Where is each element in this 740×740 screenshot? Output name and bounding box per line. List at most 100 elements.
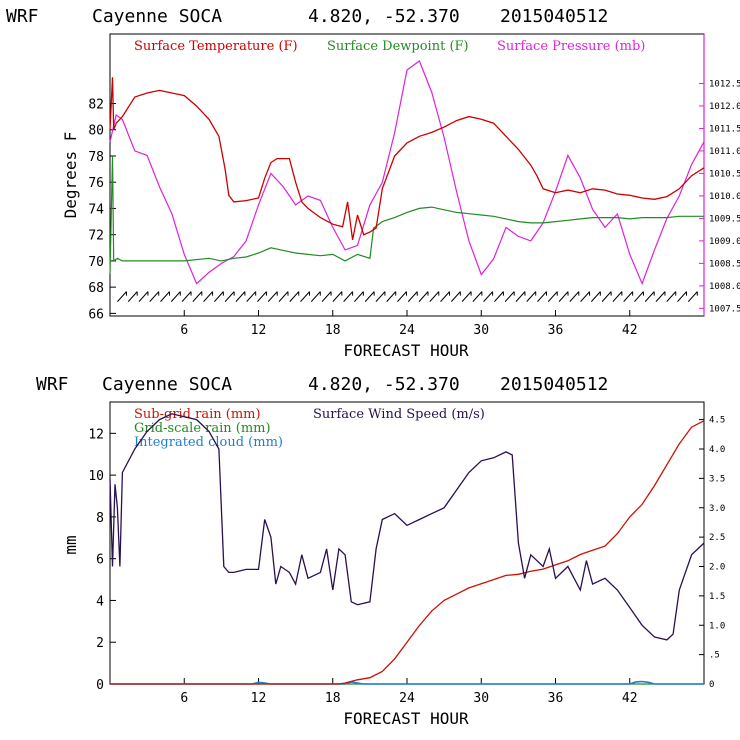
wind-barb xyxy=(160,291,170,302)
wind-barb xyxy=(321,291,332,302)
wind-barb xyxy=(644,291,655,302)
wind-barb xyxy=(192,291,203,302)
wind-barbs xyxy=(117,291,698,302)
y2-tick-label: 1008.5 xyxy=(709,259,740,269)
wind-barb xyxy=(526,291,537,302)
surface-temperature-line xyxy=(109,77,705,241)
x-tick-label: 24 xyxy=(399,691,415,706)
y2-tick-label: 4.5 xyxy=(709,416,725,426)
y-tick-label: 8 xyxy=(96,511,104,526)
panel1-coords: 4.820, -52.370 xyxy=(308,6,460,27)
y2-tick-label: 1012.0 xyxy=(709,102,740,112)
y2-tick-label: 1.5 xyxy=(709,592,725,602)
wind-barb xyxy=(655,291,666,302)
legend-gridscale-rain: Grid-scale rain (mm) xyxy=(134,421,271,436)
wind-barb xyxy=(224,291,235,302)
wind-barb xyxy=(149,291,160,302)
y2-tick-label: 1011.5 xyxy=(709,124,740,134)
wind-barb xyxy=(354,291,364,302)
panel2-run: 2015040512 xyxy=(500,374,608,395)
y2-tick-label: .5 xyxy=(709,651,720,661)
y2-tick-label: 1010.0 xyxy=(709,192,740,202)
wind-barb xyxy=(569,291,580,302)
wind-barb xyxy=(170,291,181,302)
wind-barb xyxy=(138,291,149,302)
wind-barb xyxy=(418,291,429,302)
wind-barb xyxy=(590,291,601,302)
surface-pressure-line xyxy=(109,60,705,286)
x-tick-label: 18 xyxy=(325,323,341,338)
wind-barb xyxy=(601,291,612,302)
x-tick-label: 36 xyxy=(548,323,564,338)
wind-barb xyxy=(127,291,138,302)
panel2-x-axis-title: FORECAST HOUR xyxy=(343,709,469,728)
wind-barb xyxy=(397,291,407,302)
panel1-station: Cayenne SOCA xyxy=(92,6,222,27)
wind-barb xyxy=(213,291,224,302)
panel1-run: 2015040512 xyxy=(500,6,608,27)
y-tick-label: 10 xyxy=(88,469,104,484)
y2-tick-label: 1008.0 xyxy=(709,282,740,292)
wind-barb xyxy=(289,291,300,302)
x-tick-label: 42 xyxy=(622,323,638,338)
surface-wind-speed-line xyxy=(109,413,705,641)
y-tick-label: 0 xyxy=(96,678,104,693)
legend-surface-pressure: Surface Pressure (mb) xyxy=(497,39,645,54)
y-tick-label: 72 xyxy=(88,229,104,244)
x-tick-label: 6 xyxy=(180,691,188,706)
y2-tick-label: 1007.5 xyxy=(709,304,740,314)
y-tick-label: 6 xyxy=(96,553,104,568)
panel1-y-axis-title: Degrees F xyxy=(61,132,80,219)
panel2-x-axis: 6 12 18 24 30 36 42 xyxy=(180,678,638,706)
wind-barb xyxy=(504,291,515,302)
y2-tick-label: 1012.5 xyxy=(709,79,740,89)
integrated-cloud-line xyxy=(110,680,704,685)
y2-tick-label: 2.0 xyxy=(709,563,725,573)
wind-barb xyxy=(558,291,569,302)
wind-barb xyxy=(429,291,440,302)
panel2-y2-axis: 0 .5 1.0 1.5 2.0 2.5 3.0 3.5 4.0 4.5 xyxy=(699,416,725,690)
wind-barb xyxy=(472,291,483,302)
wind-barb xyxy=(278,291,289,302)
panel2-model: WRF xyxy=(36,374,69,395)
y-tick-label: 82 xyxy=(88,98,104,113)
panel1-model: WRF xyxy=(6,6,39,27)
panel1-x-axis: 6 12 18 24 30 36 42 xyxy=(180,310,638,338)
wind-barb xyxy=(364,291,375,302)
wind-barb xyxy=(677,291,687,302)
y2-tick-label: 1.0 xyxy=(709,621,725,631)
legend-integrated-cloud: Integrated cloud (mm) xyxy=(134,435,283,450)
wind-barb xyxy=(343,291,353,302)
wind-barb xyxy=(580,291,590,302)
wind-barb xyxy=(494,291,504,302)
wind-barb xyxy=(300,291,310,302)
wind-barb xyxy=(257,291,267,302)
wind-barb xyxy=(623,291,634,302)
x-tick-label: 36 xyxy=(548,691,564,706)
y-tick-label: 66 xyxy=(88,307,104,322)
wind-barb xyxy=(407,291,418,302)
wind-barb xyxy=(547,291,558,302)
surface-dewpoint-line xyxy=(109,155,704,275)
y-tick-label: 80 xyxy=(88,124,104,139)
y-tick-label: 12 xyxy=(88,427,104,442)
y-tick-label: 74 xyxy=(88,202,104,217)
panel2-y-axis-title: mm xyxy=(61,535,80,554)
wind-barb xyxy=(235,291,246,302)
wind-barb xyxy=(246,291,257,302)
y-tick-label: 76 xyxy=(88,176,104,191)
wind-barb xyxy=(117,291,127,302)
x-tick-label: 24 xyxy=(399,323,415,338)
y2-tick-label: 3.5 xyxy=(709,474,725,484)
wind-barb xyxy=(375,291,386,302)
sub-grid-rain-line xyxy=(110,420,705,685)
wind-barb xyxy=(612,291,623,302)
y-tick-label: 4 xyxy=(96,594,104,609)
legend-surface-dewpoint: Surface Dewpoint (F) xyxy=(327,39,469,54)
wind-barb xyxy=(267,291,278,302)
x-tick-label: 30 xyxy=(473,323,489,338)
wind-barb xyxy=(515,291,526,302)
wind-barb xyxy=(537,291,547,302)
wind-barb xyxy=(332,291,343,302)
